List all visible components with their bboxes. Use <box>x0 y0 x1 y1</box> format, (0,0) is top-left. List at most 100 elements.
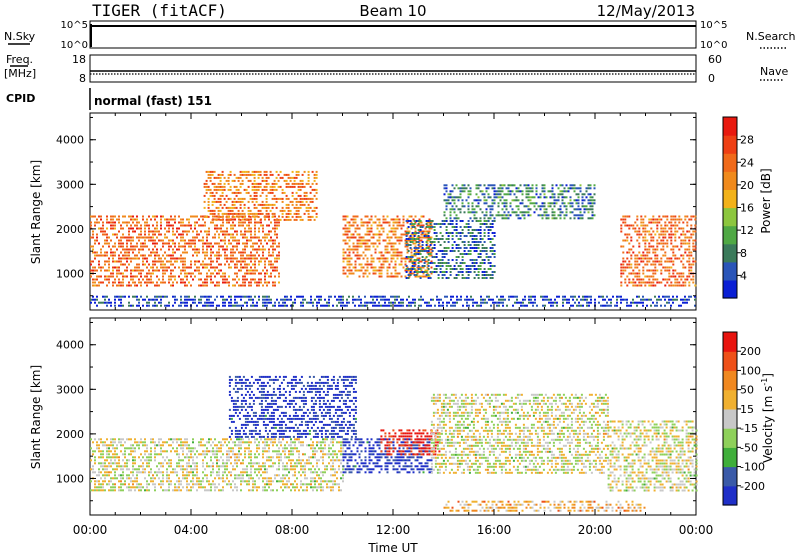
echo-pixel <box>648 221 651 224</box>
echo-pixel <box>616 301 618 304</box>
echo-pixel <box>682 233 685 236</box>
echo-pixel <box>620 263 623 266</box>
echo-pixel <box>247 206 250 209</box>
echo-pixel <box>545 196 548 199</box>
echo-pixel <box>104 489 106 492</box>
echo-pixel <box>305 191 308 194</box>
echo-pixel <box>250 272 252 275</box>
echo-pixel <box>237 179 240 182</box>
echo-pixel <box>158 254 160 257</box>
echo-pixel <box>284 301 286 304</box>
echo-pixel <box>211 182 214 185</box>
echo-pixel <box>405 265 408 267</box>
echo-pixel <box>636 218 639 221</box>
echo-pixel <box>116 456 118 459</box>
echo-pixel <box>386 242 389 245</box>
echo-pixel <box>112 245 114 248</box>
echo-pixel <box>688 242 691 245</box>
echo-pixel <box>640 301 642 304</box>
echo-pixel <box>209 191 212 194</box>
echo-pixel <box>256 215 258 218</box>
echo-pixel <box>417 262 420 264</box>
echo-pixel <box>182 236 184 239</box>
echo-pixel <box>124 257 126 260</box>
echo-pixel <box>497 202 500 205</box>
echo-pixel <box>244 266 246 269</box>
echo-pixel <box>441 259 444 261</box>
echo-pixel <box>557 193 560 196</box>
echo-pixel <box>468 304 470 307</box>
echo-pixel <box>206 248 208 251</box>
echo-pixel <box>90 468 92 471</box>
echo-pixel <box>266 257 268 260</box>
echo-pixel <box>180 301 182 304</box>
echo-pixel <box>275 182 278 185</box>
echo-pixel <box>234 257 236 260</box>
echo-pixel <box>426 233 429 236</box>
echo-pixel <box>459 268 462 270</box>
echo-pixel <box>114 221 116 224</box>
echo-pixel <box>130 215 132 218</box>
echo-pixel <box>232 254 234 257</box>
echo-pixel <box>152 477 154 480</box>
echo-pixel <box>413 265 416 267</box>
echo-pixel <box>465 187 468 190</box>
echo-pixel <box>445 208 448 211</box>
echo-pixel <box>477 256 480 258</box>
nsearch-tick-bottom: 10^0 <box>700 40 727 51</box>
echo-pixel <box>348 257 351 260</box>
echo-pixel <box>134 248 136 251</box>
echo-pixel <box>626 266 629 269</box>
echo-pixel <box>309 191 312 194</box>
echo-pixel <box>182 301 184 304</box>
echo-pixel <box>405 238 408 240</box>
echo-pixel <box>463 247 466 249</box>
echo-pixel <box>427 268 430 270</box>
echo-pixel <box>130 224 132 227</box>
echo-pixel <box>182 486 184 489</box>
echo-pixel <box>138 304 140 307</box>
echo-pixel <box>552 304 554 307</box>
echo-pixel <box>309 200 312 203</box>
echo-pixel <box>104 462 106 465</box>
echo-pixel <box>682 284 685 287</box>
echo-pixel <box>219 182 222 185</box>
echo-pixel <box>116 233 118 236</box>
echo-pixel <box>188 245 190 248</box>
echo-pixel <box>396 304 398 307</box>
echo-pixel <box>265 179 268 182</box>
echo-pixel <box>521 193 524 196</box>
echo-pixel <box>411 268 414 270</box>
echo-pixel <box>92 248 94 251</box>
echo-pixel <box>435 253 438 255</box>
echo-pixel <box>406 245 409 248</box>
echo-pixel <box>118 272 120 275</box>
echo-pixel <box>459 193 462 196</box>
echo-pixel <box>356 227 359 230</box>
echo-pixel <box>674 257 677 260</box>
echo-pixel <box>162 450 164 453</box>
echo-pixel <box>138 468 140 471</box>
echo-pixel <box>138 263 140 266</box>
echo-pixel <box>310 301 312 304</box>
echo-pixel <box>672 275 675 278</box>
echo-pixel <box>378 236 381 239</box>
echo-pixel <box>293 182 296 185</box>
echo-pixel <box>122 215 124 218</box>
echo-pixel <box>96 298 98 301</box>
echo-pixel <box>430 224 433 227</box>
echo-pixel <box>241 182 244 185</box>
echo-pixel <box>214 236 216 239</box>
echo-pixel <box>176 260 178 263</box>
echo-pixel <box>278 281 280 284</box>
echo-pixel <box>259 182 262 185</box>
echo-pixel <box>244 218 246 221</box>
echo-pixel <box>182 444 184 447</box>
echo-pixel <box>372 236 375 239</box>
echo-pixel <box>469 268 472 270</box>
echo-pixel <box>192 477 194 480</box>
echo-pixel <box>690 224 693 227</box>
echo-pixel <box>118 278 120 281</box>
echo-pixel <box>505 217 508 220</box>
echo-pixel <box>134 480 136 483</box>
